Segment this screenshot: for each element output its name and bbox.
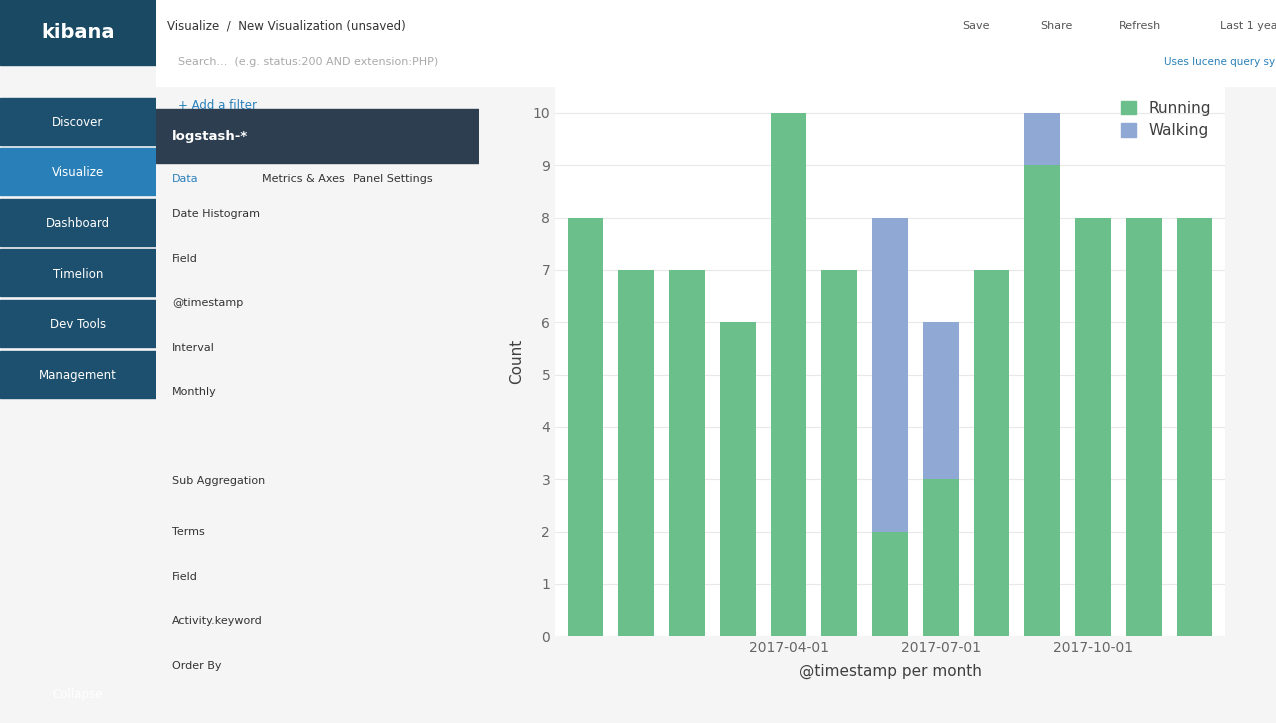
- Bar: [923, 322, 958, 479]
- Text: Terms: Terms: [172, 527, 204, 537]
- Bar: [167, 43, 929, 82]
- Legend: Running, Walking: Running, Walking: [1115, 95, 1217, 145]
- Bar: [669, 270, 704, 636]
- Text: kibana: kibana: [41, 23, 115, 42]
- Text: @timestamp: @timestamp: [172, 298, 242, 308]
- Bar: [0, 148, 156, 195]
- Text: Refresh: Refresh: [1119, 21, 1161, 31]
- Bar: [0, 199, 156, 246]
- Text: Collapse: Collapse: [52, 688, 103, 701]
- Text: Dev Tools: Dev Tools: [50, 318, 106, 331]
- Text: Sub Aggregation: Sub Aggregation: [172, 476, 265, 487]
- Bar: [720, 322, 755, 636]
- Bar: [974, 270, 1009, 636]
- Bar: [1176, 218, 1212, 636]
- Bar: [0, 249, 156, 296]
- Text: Uses lucene query syntax: Uses lucene query syntax: [1164, 57, 1276, 67]
- Text: Dashboard: Dashboard: [46, 217, 110, 230]
- Bar: [873, 218, 907, 531]
- Text: Panel Settings: Panel Settings: [352, 174, 433, 184]
- Bar: [771, 113, 806, 636]
- Bar: [923, 479, 958, 636]
- Text: Search...  (e.g. status:200 AND extension:PHP): Search... (e.g. status:200 AND extension…: [179, 57, 439, 67]
- Text: Data: Data: [172, 174, 199, 184]
- Bar: [568, 218, 604, 636]
- Text: Order By: Order By: [172, 661, 221, 671]
- Text: Discover: Discover: [52, 116, 103, 129]
- Bar: [1076, 218, 1111, 636]
- Text: Visualize: Visualize: [52, 166, 103, 179]
- Y-axis label: Count: Count: [509, 339, 524, 384]
- Bar: [1025, 166, 1060, 636]
- Bar: [1025, 113, 1060, 166]
- Text: Interval: Interval: [172, 343, 214, 353]
- Text: Field: Field: [172, 254, 198, 264]
- Text: Date Histogram: Date Histogram: [172, 209, 260, 219]
- Bar: [0, 351, 156, 398]
- Text: Management: Management: [38, 369, 117, 382]
- Text: Metrics & Axes: Metrics & Axes: [262, 174, 345, 184]
- Bar: [822, 270, 857, 636]
- Bar: [873, 531, 907, 636]
- Text: Last 1 year: Last 1 year: [1220, 21, 1276, 31]
- Bar: [0, 0, 156, 65]
- Bar: [0, 98, 156, 145]
- Text: Field: Field: [172, 572, 198, 582]
- Text: Save: Save: [962, 21, 990, 31]
- Text: Timelion: Timelion: [52, 268, 103, 281]
- Bar: [0, 300, 156, 347]
- Text: logstash-*: logstash-*: [172, 130, 248, 143]
- Bar: [619, 270, 655, 636]
- Text: Share: Share: [1041, 21, 1073, 31]
- Bar: [156, 109, 478, 163]
- X-axis label: @timestamp per month: @timestamp per month: [799, 664, 981, 679]
- Text: Visualize  /  New Visualization (unsaved): Visualize / New Visualization (unsaved): [167, 20, 406, 33]
- Text: Monthly: Monthly: [172, 387, 217, 397]
- Text: Activity.keyword: Activity.keyword: [172, 616, 263, 626]
- Text: + Add a filter: + Add a filter: [179, 99, 258, 112]
- Bar: [1125, 218, 1161, 636]
